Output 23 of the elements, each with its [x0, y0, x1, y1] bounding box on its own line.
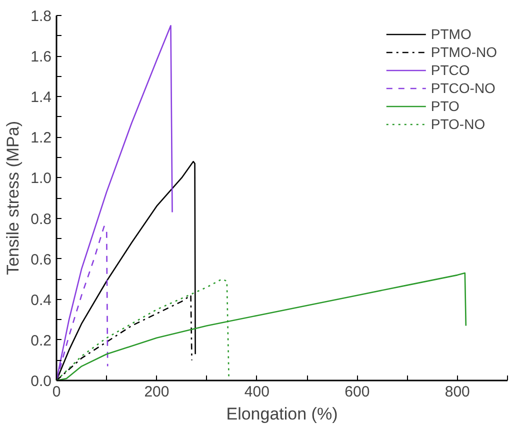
x-tick-label: 800 — [444, 384, 470, 400]
x-axis-title: Elongation (%) — [226, 404, 338, 424]
y-tick-label: 0.4 — [30, 292, 52, 309]
legend-label: PTMO-NO — [430, 43, 497, 61]
x-tick-label: 200 — [144, 384, 170, 400]
text: 0.0 — [30, 373, 52, 390]
y-tick-label: 0.6 — [30, 251, 52, 268]
y-tick-label: 0.2 — [30, 332, 52, 350]
y-tick-label: 1.2 — [30, 130, 52, 147]
legend-label: PTO-NO — [430, 115, 486, 133]
x-tick-label: 600 — [344, 384, 370, 400]
y-tick-label: 0.8 — [30, 210, 52, 228]
y-tick-label: 1.6 — [30, 48, 52, 66]
y-tick-label: 1.0 — [30, 170, 52, 188]
x-tick-label: 400 — [244, 384, 270, 400]
legend-label: PTCO — [430, 61, 470, 79]
legend-label: PTMO — [430, 25, 472, 43]
legend-label: PTO — [430, 97, 460, 115]
legend-label: PTCO-NO — [430, 79, 496, 97]
y-tick-label: 1.4 — [30, 89, 52, 106]
y-tick-label: 1.8 — [30, 8, 52, 25]
y-axis-title: Tensile stress (MPa) — [4, 121, 23, 275]
x-tick-label: 0 — [52, 384, 61, 400]
